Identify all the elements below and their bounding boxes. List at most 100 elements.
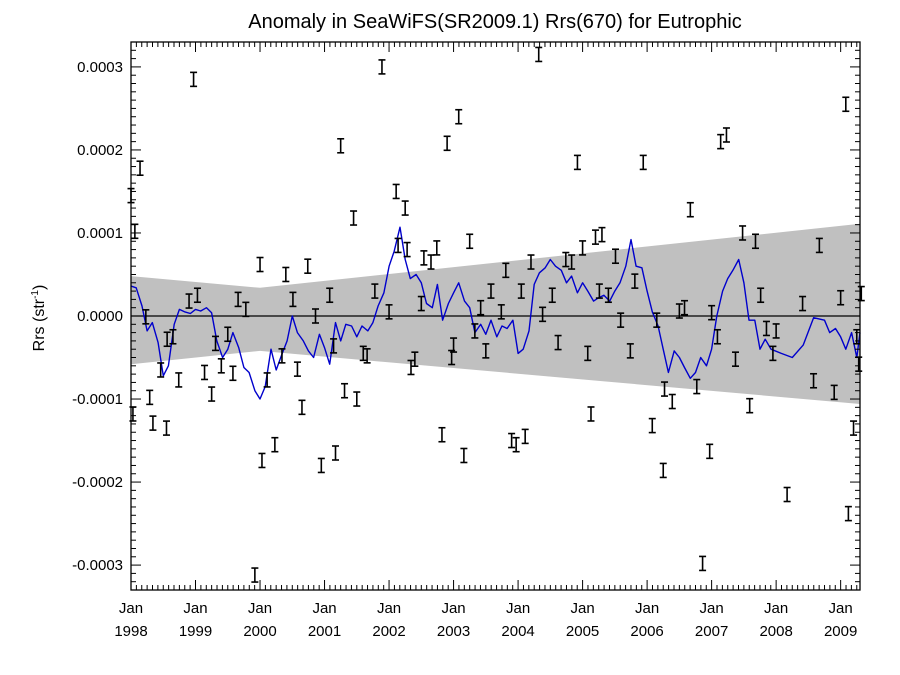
error-bars bbox=[127, 46, 865, 583]
error-bar bbox=[772, 323, 780, 339]
y-axis-ticks: 0.0003 0.0002 0.0001 0.0000 -0.0001 -0.0002 -0… bbox=[72, 59, 123, 574]
error-bar bbox=[201, 364, 209, 381]
error-bar bbox=[385, 304, 393, 320]
y-tick-label: -0.0003 bbox=[72, 557, 123, 574]
error-bar bbox=[699, 555, 707, 572]
error-bar bbox=[256, 256, 264, 273]
error-bar bbox=[611, 248, 619, 265]
x-tick-label-month: Jan bbox=[829, 600, 853, 617]
error-bar bbox=[271, 436, 279, 453]
error-bar bbox=[363, 348, 371, 364]
error-bar bbox=[604, 287, 612, 304]
error-bar bbox=[212, 335, 220, 352]
error-bar bbox=[450, 337, 458, 353]
error-bar bbox=[762, 320, 770, 337]
error-bar bbox=[639, 154, 647, 171]
error-bar bbox=[330, 338, 338, 354]
error-bar bbox=[417, 295, 425, 312]
x-tick-label-month: Jan bbox=[570, 600, 594, 617]
error-bar bbox=[482, 343, 490, 359]
error-bar bbox=[401, 200, 409, 216]
error-bar bbox=[722, 127, 730, 143]
error-bar bbox=[739, 225, 747, 241]
error-bar bbox=[471, 323, 479, 339]
error-bar bbox=[282, 266, 290, 283]
error-bar bbox=[617, 312, 625, 328]
error-bar bbox=[332, 445, 340, 461]
x-tick-label-year: 2006 bbox=[630, 623, 663, 640]
x-tick-label-month: Jan bbox=[119, 600, 143, 617]
error-bar bbox=[717, 133, 725, 150]
error-bar bbox=[359, 345, 367, 362]
error-bar bbox=[830, 384, 838, 401]
error-bar bbox=[190, 71, 198, 88]
error-bar bbox=[403, 241, 411, 258]
error-bar bbox=[208, 386, 216, 402]
error-bar bbox=[837, 289, 845, 306]
error-bar bbox=[353, 391, 361, 407]
error-bar bbox=[136, 160, 144, 177]
error-bar bbox=[631, 273, 639, 289]
y-tick-label: -0.0001 bbox=[72, 391, 123, 408]
error-bar bbox=[298, 399, 306, 416]
error-bar bbox=[659, 462, 667, 479]
error-bar bbox=[162, 420, 170, 436]
error-bar bbox=[317, 457, 325, 474]
error-bar bbox=[573, 154, 581, 171]
error-bar bbox=[857, 285, 865, 302]
x-tick-label-month: Jan bbox=[183, 600, 207, 617]
error-bar bbox=[293, 361, 301, 377]
error-bar bbox=[653, 312, 661, 328]
y-tick-label: -0.0002 bbox=[72, 474, 123, 491]
error-bar bbox=[713, 328, 721, 345]
error-bar bbox=[146, 389, 154, 406]
x-tick-label-year: 2004 bbox=[501, 623, 534, 640]
error-bar bbox=[229, 365, 237, 382]
error-bar bbox=[535, 46, 543, 63]
error-bar bbox=[661, 381, 669, 397]
error-bar bbox=[131, 223, 139, 240]
x-tick-label-year: 2005 bbox=[566, 623, 599, 640]
error-bar bbox=[668, 393, 676, 410]
error-bar bbox=[595, 283, 603, 299]
error-bar bbox=[142, 309, 150, 325]
error-bar bbox=[487, 283, 495, 299]
error-bar bbox=[427, 254, 435, 270]
error-bar bbox=[350, 210, 358, 226]
error-bar bbox=[527, 254, 535, 270]
confidence-band bbox=[131, 223, 860, 404]
error-bar bbox=[579, 240, 587, 256]
error-bar bbox=[815, 237, 823, 254]
error-bar bbox=[420, 250, 428, 266]
error-bar bbox=[466, 233, 474, 250]
error-bar bbox=[731, 351, 739, 367]
error-bar bbox=[407, 359, 415, 376]
error-bar bbox=[706, 443, 714, 460]
chart-title: Anomaly in SeaWiFS(SR2009.1) Rrs(670) fo… bbox=[248, 11, 742, 33]
error-bar bbox=[443, 135, 451, 152]
y-tick-label: 0.0001 bbox=[77, 225, 123, 242]
x-tick-label-year: 2002 bbox=[372, 623, 405, 640]
error-bar bbox=[157, 362, 165, 378]
error-bar bbox=[517, 283, 525, 299]
error-bar bbox=[175, 372, 183, 388]
error-bar bbox=[584, 345, 592, 362]
error-bar bbox=[769, 345, 777, 362]
error-bar bbox=[234, 291, 242, 308]
y-axis-label-close: ) bbox=[31, 285, 48, 290]
error-bar bbox=[626, 343, 634, 359]
x-tick-label-month: Jan bbox=[635, 600, 659, 617]
x-tick-label-month: Jan bbox=[312, 600, 336, 617]
error-bar bbox=[554, 334, 562, 351]
error-bar bbox=[810, 372, 818, 389]
error-bar bbox=[217, 358, 225, 374]
error-bar bbox=[341, 382, 349, 399]
error-bar bbox=[562, 251, 570, 268]
y-axis-label-sup: -1 bbox=[30, 290, 41, 299]
error-bar bbox=[757, 287, 765, 304]
error-bar bbox=[799, 295, 807, 312]
error-bar bbox=[693, 378, 701, 395]
error-bar bbox=[326, 287, 334, 304]
error-bar bbox=[278, 348, 286, 364]
